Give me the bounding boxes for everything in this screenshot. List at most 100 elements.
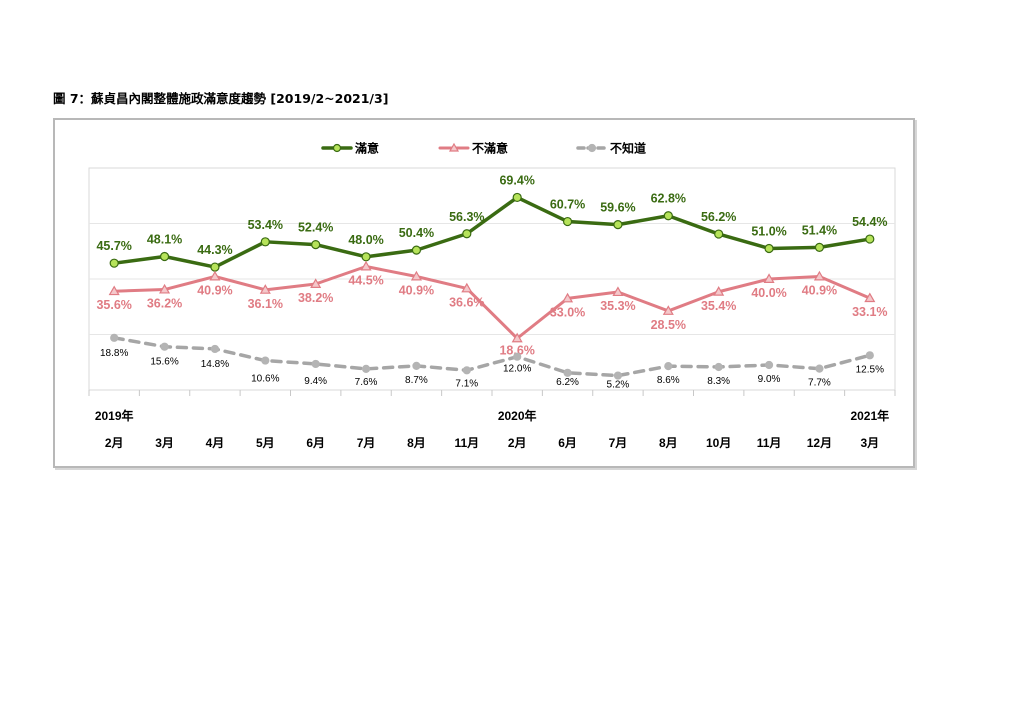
- legend-label: 不滿意: [472, 141, 508, 156]
- data-label-dissatisfied: 40.9%: [802, 284, 837, 298]
- x-tick-label: 5月: [256, 436, 275, 450]
- legend-item-satisfied: 滿意: [321, 141, 379, 156]
- data-label-satisfied: 44.3%: [197, 243, 232, 257]
- data-point-satisfied: [462, 229, 472, 239]
- data-label-dissatisfied: 35.3%: [600, 299, 635, 313]
- data-label-unknown: 8.6%: [657, 375, 680, 386]
- data-point-satisfied: [109, 258, 119, 268]
- data-point-dissatisfied: [259, 284, 271, 294]
- data-label-unknown: 9.4%: [304, 376, 327, 387]
- x-tick-label: 3月: [860, 436, 879, 450]
- figure-title: 圖 7：蘇貞昌內閣整體施政滿意度趨勢 [2019/2~2021/3]: [53, 91, 389, 106]
- data-point-satisfied: [814, 242, 825, 252]
- series-satisfied: 45.7% 48.1% 44.3% 53.4% 52.4% 48.0% 50.4% 56.3%…: [96, 173, 888, 272]
- data-point-satisfied: [663, 211, 673, 221]
- year-label: 2021年: [850, 408, 889, 423]
- data-point-dissatisfied: [864, 292, 876, 303]
- data-point-unknown: [210, 344, 220, 354]
- data-point-unknown: [764, 360, 774, 370]
- data-label-unknown: 14.8%: [201, 359, 229, 370]
- data-point-satisfied: [210, 262, 220, 272]
- data-point-dissatisfied: [209, 270, 221, 281]
- data-label-satisfied: 69.4%: [499, 173, 534, 187]
- legend-marker: [587, 143, 597, 153]
- x-tick-label: 11月: [757, 436, 782, 450]
- data-label-satisfied: 59.6%: [600, 201, 635, 215]
- data-point-dissatisfied: [813, 270, 825, 281]
- series-line-unknown: [112, 336, 872, 378]
- data-label-unknown: 5.2%: [607, 380, 630, 391]
- data-point-dissatisfied: [713, 286, 725, 296]
- data-label-unknown: 10.6%: [251, 374, 279, 385]
- data-label-unknown: 7.7%: [808, 378, 831, 389]
- data-point-satisfied: [311, 239, 321, 250]
- x-tick-label: 11月: [454, 436, 479, 450]
- data-point-unknown: [110, 333, 119, 342]
- data-point-satisfied: [764, 243, 774, 254]
- data-label-satisfied: 50.4%: [399, 226, 434, 240]
- data-label-satisfied: 54.4%: [852, 215, 887, 229]
- x-tick-label: 12月: [807, 436, 832, 450]
- data-label-dissatisfied: 33.0%: [550, 305, 585, 319]
- x-axis: 2月 3月 4月 5月 6月 7月 8月 11月 2月 6月 7月 8月 10月 11月 12月 3月 2019…: [88, 390, 896, 450]
- data-point-unknown: [160, 342, 169, 351]
- data-point-dissatisfied: [662, 305, 674, 315]
- data-label-satisfied: 51.0%: [751, 224, 786, 238]
- data-label-dissatisfied: 28.5%: [651, 318, 686, 332]
- line-chart: 滿意 不滿意 不知道 45.7% 48.1% 44.3% 53.4% 52.4% 48.0% 5…: [88, 141, 896, 450]
- data-label-unknown: 8.7%: [405, 375, 428, 386]
- data-point-dissatisfied: [763, 273, 775, 283]
- legend-label: 不知道: [610, 141, 646, 156]
- data-point-dissatisfied: [612, 286, 624, 297]
- data-point-unknown: [412, 361, 421, 370]
- series-line-satisfied: [112, 195, 872, 269]
- data-label-dissatisfied: 36.2%: [147, 297, 182, 311]
- data-point-unknown: [865, 351, 874, 360]
- legend: 滿意 不滿意 不知道: [321, 141, 646, 156]
- data-point-dissatisfied: [159, 283, 171, 294]
- legend-marker: [448, 142, 460, 152]
- data-label-satisfied: 52.4%: [298, 221, 333, 235]
- data-label-satisfied: 48.0%: [348, 233, 383, 247]
- data-point-dissatisfied: [310, 278, 322, 288]
- x-tick-label: 6月: [558, 436, 577, 450]
- series-line-dissatisfied: [112, 265, 872, 340]
- data-point-dissatisfied: [562, 292, 574, 303]
- legend-item-dissatisfied: 不滿意: [438, 141, 508, 156]
- x-tick-label: 3月: [155, 436, 174, 450]
- data-point-dissatisfied: [461, 282, 473, 293]
- data-point-unknown: [361, 364, 371, 374]
- data-label-unknown: 12.5%: [856, 364, 884, 375]
- data-point-unknown: [311, 359, 320, 369]
- data-label-unknown: 15.6%: [150, 357, 178, 368]
- data-label-dissatisfied: 35.6%: [96, 298, 131, 312]
- data-label-satisfied: 62.8%: [651, 192, 686, 206]
- chart-frame: 滿意 不滿意 不知道 45.7% 48.1% 44.3% 53.4% 52.4% 48.0% 5…: [53, 118, 915, 468]
- x-tick-label: 2月: [105, 436, 124, 450]
- data-label-satisfied: 60.7%: [550, 198, 585, 212]
- data-point-unknown: [815, 364, 824, 373]
- data-label-unknown: 12.0%: [503, 364, 531, 375]
- data-point-unknown: [563, 368, 572, 377]
- legend-label: 滿意: [355, 141, 379, 156]
- data-label-dissatisfied: 33.1%: [852, 305, 887, 319]
- data-point-unknown: [664, 362, 673, 371]
- data-point-unknown: [613, 371, 623, 380]
- data-label-dissatisfied: 40.9%: [399, 284, 434, 298]
- year-label: 2019年: [95, 408, 134, 423]
- data-label-satisfied: 45.7%: [96, 239, 131, 253]
- x-tick-label: 4月: [206, 436, 225, 450]
- data-label-satisfied: 51.4%: [802, 223, 837, 237]
- data-label-dissatisfied: 35.4%: [701, 299, 736, 313]
- data-point-dissatisfied: [410, 270, 422, 281]
- data-label-satisfied: 56.3%: [449, 210, 484, 224]
- x-tick-label: 6月: [306, 436, 325, 450]
- data-label-dissatisfied: 36.1%: [248, 297, 283, 311]
- data-label-dissatisfied: 40.0%: [751, 286, 786, 300]
- data-label-dissatisfied: 36.6%: [449, 295, 484, 309]
- data-label-unknown: 9.0%: [758, 374, 781, 385]
- data-label-dissatisfied: 38.2%: [298, 291, 333, 305]
- data-point-satisfied: [260, 237, 270, 247]
- data-point-satisfied: [512, 192, 522, 203]
- x-tick-label: 8月: [659, 436, 678, 450]
